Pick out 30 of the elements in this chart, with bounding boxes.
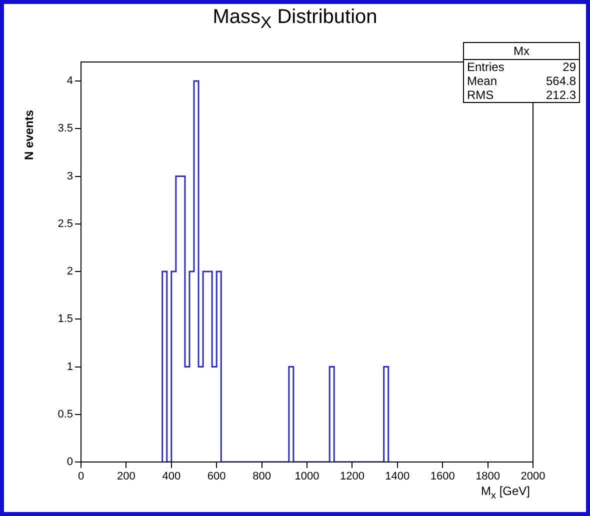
x-axis-title: M$_{x}$ [GeV] bbox=[480, 484, 530, 502]
x-tick-label: 600 bbox=[207, 470, 226, 483]
annotation: Entries bbox=[467, 60, 504, 74]
text: Mx bbox=[464, 43, 579, 60]
y-tick-label: 0.5 bbox=[58, 408, 73, 420]
x-tick-label: 1000 bbox=[294, 470, 320, 483]
x-tick-label: 400 bbox=[162, 470, 181, 483]
x-tick-label: 1800 bbox=[476, 470, 500, 483]
y-tick-label: 4 bbox=[66, 75, 73, 88]
chart-title: Mass$_{X}$ Distribution bbox=[212, 6, 378, 33]
y-tick-label: 3.5 bbox=[58, 122, 73, 135]
y-tick-label: 0 bbox=[66, 456, 73, 468]
annotation: RMS bbox=[467, 88, 494, 102]
x-tick-label: 800 bbox=[252, 470, 271, 483]
y-tick-label: 2 bbox=[66, 266, 73, 278]
x-tick-label: 1600 bbox=[430, 470, 455, 483]
y-tick-label: 3 bbox=[66, 170, 73, 182]
y-tick-label: 2.5 bbox=[58, 218, 73, 230]
x-tick-label: 1400 bbox=[385, 470, 410, 483]
y-tick-label: 1.5 bbox=[58, 313, 73, 326]
annotation: Mean bbox=[467, 74, 498, 88]
y-axis-title: N events bbox=[22, 110, 36, 160]
x-tick-label: 2000 bbox=[520, 470, 546, 483]
text: 29 bbox=[562, 60, 576, 74]
text: 564.8 bbox=[546, 74, 576, 88]
x-tick-label: 1200 bbox=[340, 470, 364, 483]
x-tick-label: 200 bbox=[117, 470, 136, 483]
x-tick-label: 0 bbox=[78, 470, 84, 483]
y-tick-label: 1 bbox=[66, 360, 73, 373]
text: 212.3 bbox=[546, 88, 576, 102]
